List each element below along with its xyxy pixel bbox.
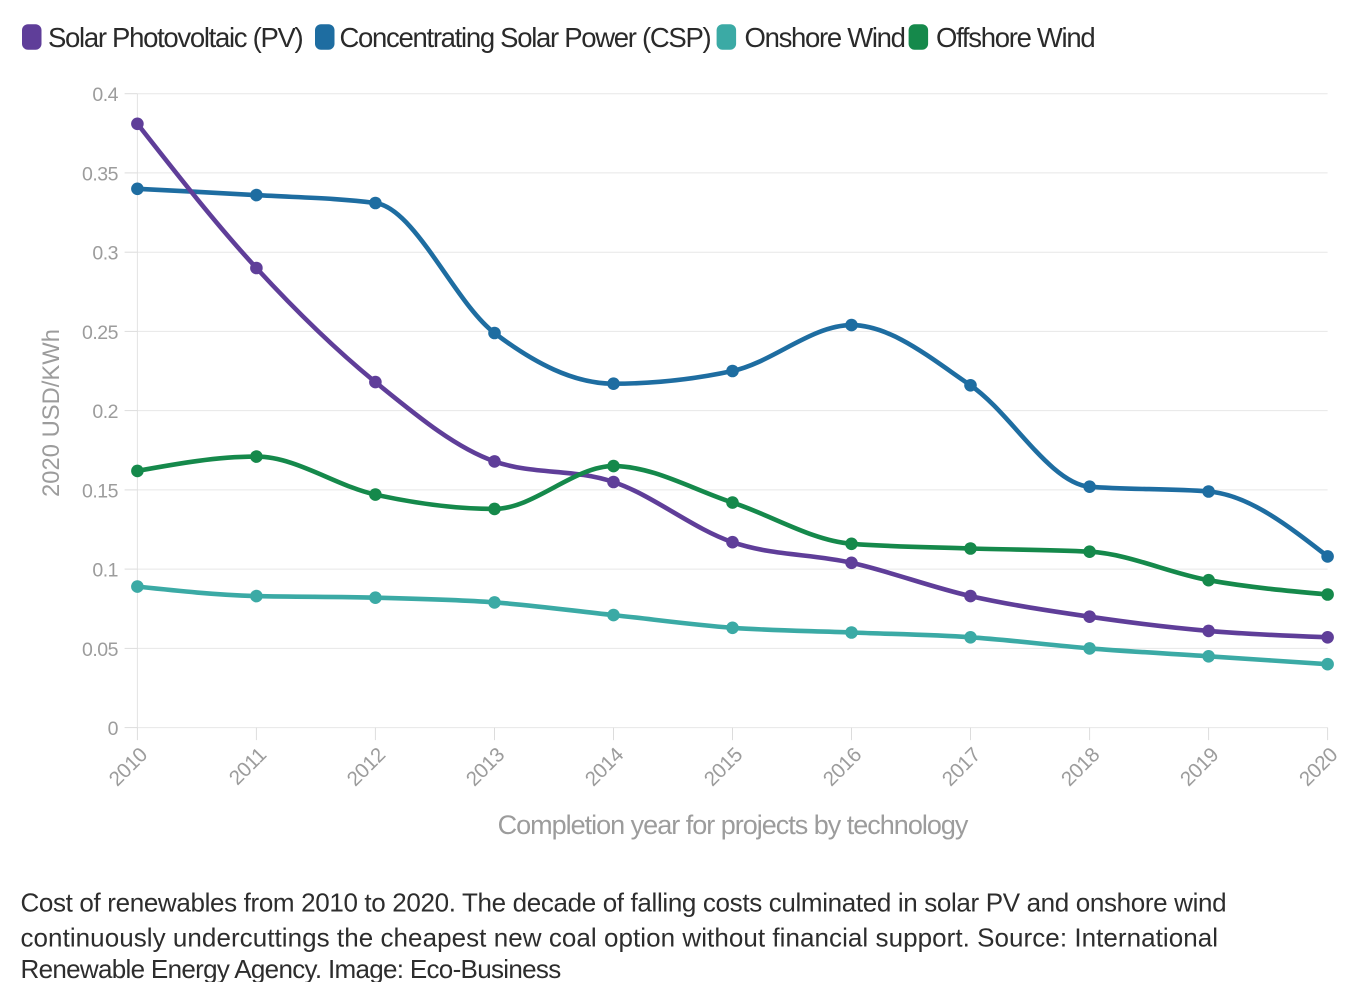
svg-text:0.05: 0.05: [82, 639, 119, 661]
svg-text:0.25: 0.25: [82, 322, 119, 344]
svg-text:Offshore Wind: Offshore Wind: [936, 22, 1094, 53]
svg-text:0.3: 0.3: [92, 243, 118, 265]
svg-text:Renewable Energy Agency. Image: Renewable Energy Agency. Image: Eco-Busi…: [21, 954, 562, 982]
svg-text:2020 USD/KWh: 2020 USD/KWh: [38, 329, 65, 497]
svg-text:0.15: 0.15: [82, 480, 119, 502]
svg-text:Solar Photovoltaic (PV): Solar Photovoltaic (PV): [48, 22, 303, 53]
svg-text:0.4: 0.4: [92, 84, 118, 106]
svg-text:Concentrating Solar Power (CSP: Concentrating Solar Power (CSP): [340, 22, 711, 53]
svg-text:0.1: 0.1: [92, 560, 118, 582]
svg-text:Cost of renewables from 2010 t: Cost of renewables from 2010 to 2020. Th…: [21, 888, 1227, 918]
svg-text:Completion year for projects b: Completion year for projects by technolo…: [498, 810, 969, 840]
svg-text:0.2: 0.2: [92, 401, 118, 423]
svg-text:Onshore Wind: Onshore Wind: [745, 22, 905, 53]
svg-text:0.35: 0.35: [82, 163, 119, 185]
svg-text:continuously undercuttings the: continuously undercuttings the cheapest …: [21, 922, 1219, 952]
svg-text:0: 0: [108, 718, 119, 740]
